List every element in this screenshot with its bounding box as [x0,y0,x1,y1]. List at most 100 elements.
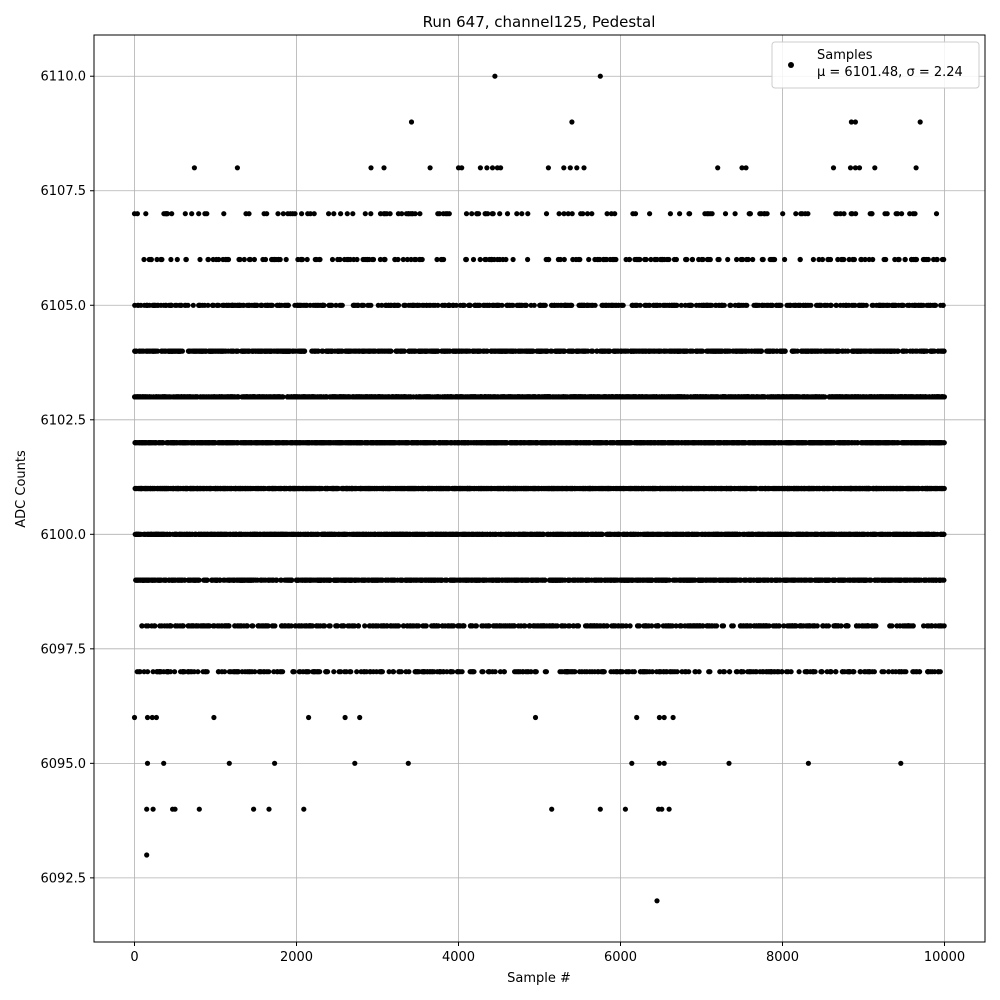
sample-point [362,623,368,629]
sample-point [164,211,171,217]
sample-point [354,256,360,263]
sample-point [196,211,202,217]
sample-point [143,211,149,217]
sample-point [299,211,305,217]
sample-point [419,256,425,263]
sample-point [463,211,470,217]
sample-point [169,211,175,217]
sample-point [501,669,507,675]
sample-point [480,669,486,675]
sample-point [251,256,257,263]
sample-point [387,211,393,217]
sample-point [327,623,333,629]
sample-point [174,256,180,263]
sample-point [180,623,186,629]
sample-point [476,211,482,217]
sample-point [348,669,354,675]
sample-point [237,256,243,263]
sample-point [197,256,203,263]
sample-point [533,669,539,675]
sample-point [216,302,222,308]
sample-point [225,256,232,263]
sample-point [350,211,356,217]
sample-point [302,348,308,354]
sample-point [395,256,401,263]
sample-point [382,256,388,263]
sample-point [490,211,496,217]
sample-point [485,211,491,217]
sample-point [473,623,479,629]
sample-point [331,211,337,217]
sample-point [150,669,156,675]
sample-point [159,256,165,263]
sample-point [459,669,465,675]
sample-point [398,669,404,675]
sample-point [338,211,344,217]
sample-point [510,256,516,263]
sample-point [355,623,362,629]
sample-point [326,211,332,217]
sample-point [289,577,295,583]
sample-point [266,669,272,675]
sample-point [168,623,174,629]
sample-point [264,211,270,217]
sample-point [280,669,286,675]
sample-point [189,211,195,217]
sample-point [467,302,473,308]
sample-point [311,211,317,217]
sample-point [503,256,509,263]
sample-point [321,302,327,308]
sample-point [368,302,374,308]
sample-point [344,211,350,217]
sample-point [396,302,402,308]
sample-point [269,302,275,308]
sample-point [168,302,175,308]
sample-point [525,211,531,217]
sample-point [329,256,336,263]
sample-point [497,211,503,217]
sample-point [283,256,289,263]
sample-point [470,256,477,263]
sample-point [396,623,402,629]
sample-point [423,623,429,629]
sample-point [206,623,213,629]
sample-point [504,211,511,217]
sample-point [179,348,185,354]
sample-point [492,669,498,675]
sample-point [226,623,232,629]
sample-point [525,256,531,263]
sample-point [178,302,184,308]
sample-point [450,669,456,675]
sample-point [216,256,222,263]
sample-point [145,669,151,675]
sample-point [204,211,210,217]
sample-point [145,623,151,629]
sample-point [190,302,196,308]
sample-point [139,623,145,629]
sample-point [331,669,337,675]
sample-point [446,211,452,217]
sample-point [523,302,529,308]
sample-point [141,256,147,263]
sample-point [277,256,283,263]
sample-point [154,256,160,263]
sample-point [280,211,286,217]
sample-point [205,302,211,308]
sample-point [167,669,174,675]
sample-point [262,256,269,263]
sample-point [477,256,483,263]
sample-point [325,669,331,675]
sample-point [247,256,253,263]
sample-point [235,669,242,675]
sample-point [152,623,158,629]
sample-point [337,256,343,263]
sample-point [399,211,405,217]
data-points [131,73,948,904]
sample-point [183,256,189,263]
sample-point [412,211,418,217]
sample-point [275,211,281,217]
sample-point [196,577,202,583]
sample-point [221,211,227,217]
